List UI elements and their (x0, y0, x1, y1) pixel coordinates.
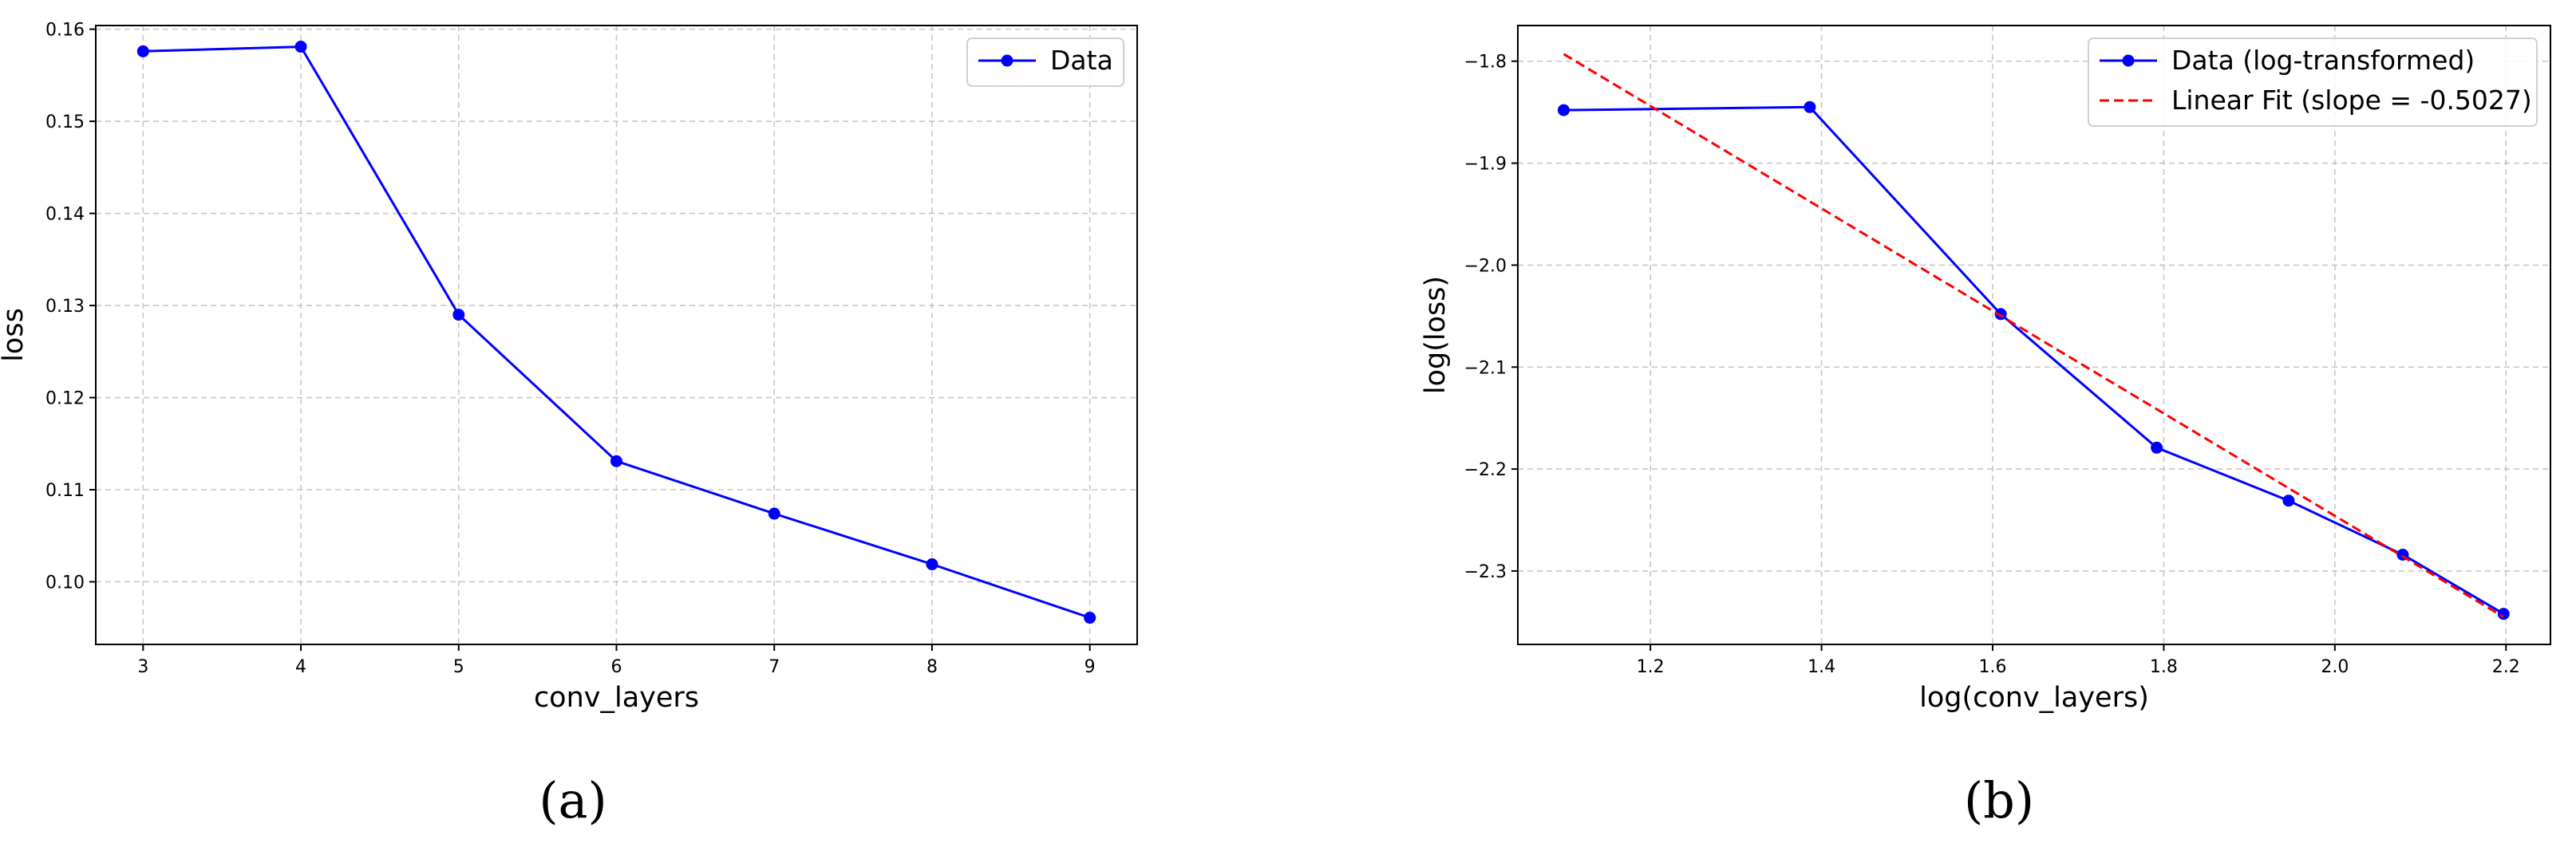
data-point (1557, 104, 1570, 116)
caption-b: (b) (1964, 771, 2034, 829)
x-tick-label: 1.6 (1979, 657, 2007, 677)
x-tick-label: 5 (453, 657, 464, 677)
x-tick-label: 3 (137, 657, 148, 677)
x-tick-label: 2.2 (2492, 657, 2520, 677)
legend-a: Data (966, 37, 1124, 87)
data-point (1084, 612, 1096, 624)
y-tick-label: −2.0 (1464, 256, 1507, 276)
x-ticks-a: 3 4 5 6 7 8 9 (137, 644, 1096, 677)
x-tick-label: 8 (926, 657, 938, 677)
x-tick-label: 6 (611, 657, 622, 677)
y-tick-label: 0.16 (45, 21, 85, 41)
legend-label: Linear Fit (slope = -0.5027) (2171, 85, 2532, 116)
series-layer-a (136, 41, 1096, 624)
data-point (2151, 441, 2163, 454)
data-point (768, 507, 780, 520)
x-tick-label: 9 (1085, 657, 1096, 677)
legend-marker (2122, 54, 2135, 67)
grid-b (1518, 26, 2550, 644)
series-layer-b (1557, 53, 2510, 620)
legend-b: Data (log-transformed) Linear Fit (slope … (2088, 37, 2538, 127)
grid-a (96, 26, 1137, 644)
data-point (294, 41, 307, 53)
legend-box (2088, 37, 2538, 127)
data-point (452, 309, 465, 321)
y-axis-label-a: loss (0, 308, 30, 362)
data-point (2282, 494, 2295, 507)
y-tick-label: −2.2 (1464, 460, 1507, 480)
x-axis-label-a: conv_layers (534, 682, 699, 714)
chart-panel-a: 3 4 5 6 7 8 9 0.10 0.11 0.12 0.13 0.14 0.15 0.16 con… (0, 21, 1138, 829)
legend-label: Data (1050, 45, 1113, 76)
legend-box (966, 37, 1124, 87)
plot-frame-b (1517, 25, 2551, 645)
chart-panel-b: 1.2 1.4 1.6 1.8 2.0 2.2 −1.8−1.9−2.0−2.1−2.2−… (1420, 25, 2551, 829)
y-tick-label: −2.3 (1464, 562, 1507, 582)
legend-label: Data (log-transformed) (2171, 45, 2475, 76)
y-ticks-a: 0.10 0.11 0.12 0.13 0.14 0.15 0.16 (45, 21, 96, 593)
data-point (2497, 608, 2510, 620)
data-point (136, 45, 149, 57)
y-tick-label: −1.9 (1464, 155, 1507, 175)
x-axis-label-b: log(conv_layers) (1919, 682, 2149, 714)
x-tick-label: 7 (768, 657, 780, 677)
y-tick-label: 0.15 (45, 112, 85, 132)
x-tick-label: 1.4 (1808, 657, 1835, 677)
data-point (1994, 308, 2007, 321)
series-line-b-1 (1563, 53, 2505, 618)
caption-a: (a) (539, 771, 606, 829)
x-tick-label: 1.2 (1637, 657, 1665, 677)
y-tick-label: 0.12 (45, 389, 85, 409)
y-tick-label: −1.8 (1464, 53, 1507, 73)
legend-marker (1001, 54, 1013, 67)
x-tick-label: 4 (295, 657, 306, 677)
y-axis-label-b: log(loss) (1420, 276, 1452, 394)
x-tick-label: 1.8 (2150, 657, 2178, 677)
y-ticks-b: −1.8 −1.9 −2.0 −2.1 −2.2 −2.3 (1464, 53, 1518, 582)
data-point (610, 455, 622, 467)
y-tick-label: 0.13 (45, 297, 85, 317)
data-point (926, 558, 938, 571)
y-tick-label: −2.1 (1464, 358, 1507, 378)
x-tick-label: 2.0 (2321, 657, 2349, 677)
y-tick-label: 0.10 (45, 573, 85, 593)
y-tick-label: 0.14 (45, 205, 85, 225)
x-ticks-b: 1.2 1.4 1.6 1.8 2.0 2.2 (1637, 644, 2520, 677)
y-tick-label: 0.11 (45, 481, 85, 501)
data-point (1804, 100, 1816, 113)
